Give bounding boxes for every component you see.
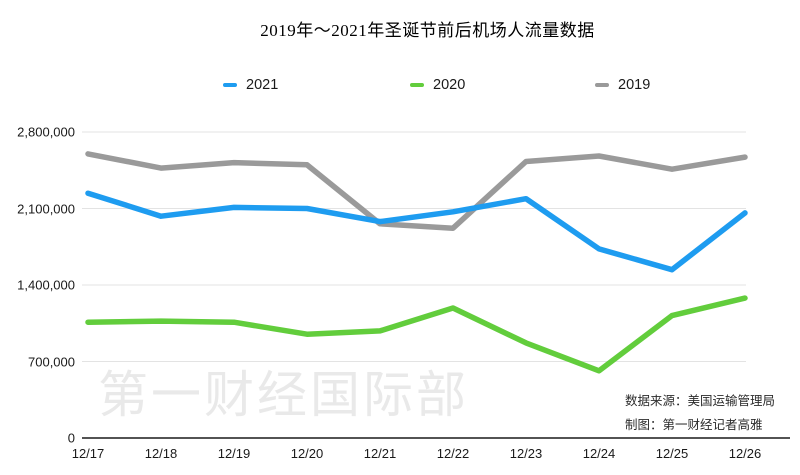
legend-item-2019: 2019 xyxy=(595,77,650,93)
x-tick-label: 12/22 xyxy=(436,446,470,461)
x-tick-label: 12/23 xyxy=(509,446,543,461)
x-tick-label: 12/21 xyxy=(363,446,397,461)
y-tick-label: 1,400,000 xyxy=(17,277,75,293)
legend-dash-icon xyxy=(410,83,424,87)
legend-item-2020: 2020 xyxy=(410,77,465,93)
watermark-text: 第一财经国际部 xyxy=(98,367,469,423)
legend-label: 2020 xyxy=(433,77,466,93)
x-tick-label: 12/25 xyxy=(655,446,689,461)
legend-dash-icon xyxy=(223,83,237,87)
chart-title: 2019年～2021年圣诞节前后机场人流量数据 xyxy=(260,21,595,40)
series-line-2019 xyxy=(85,151,748,231)
data-source-note: 数据来源：美国运输管理局 xyxy=(625,394,776,408)
x-tick-label: 12/24 xyxy=(582,446,616,461)
x-tick-label: 12/26 xyxy=(728,446,762,461)
y-tick-label: 2,800,000 xyxy=(17,124,75,140)
legend-label: 2021 xyxy=(246,77,279,93)
y-tick-label: 700,000 xyxy=(28,354,75,369)
y-tick-label: 0 xyxy=(67,430,75,446)
x-tick-label: 12/19 xyxy=(217,446,251,461)
legend-dash-icon xyxy=(595,83,609,87)
x-tick-label: 12/17 xyxy=(71,446,105,461)
chart-credit-note: 制图：第一财经记者高雅 xyxy=(625,418,763,432)
legend-label: 2019 xyxy=(618,77,651,93)
x-tick-label: 12/18 xyxy=(144,446,178,461)
y-tick-label: 2,100,000 xyxy=(17,201,75,216)
series-line-2020 xyxy=(85,295,748,374)
series-line-2021 xyxy=(85,190,748,273)
legend-item-2021: 2021 xyxy=(223,77,278,93)
x-tick-label: 12/20 xyxy=(290,446,324,461)
